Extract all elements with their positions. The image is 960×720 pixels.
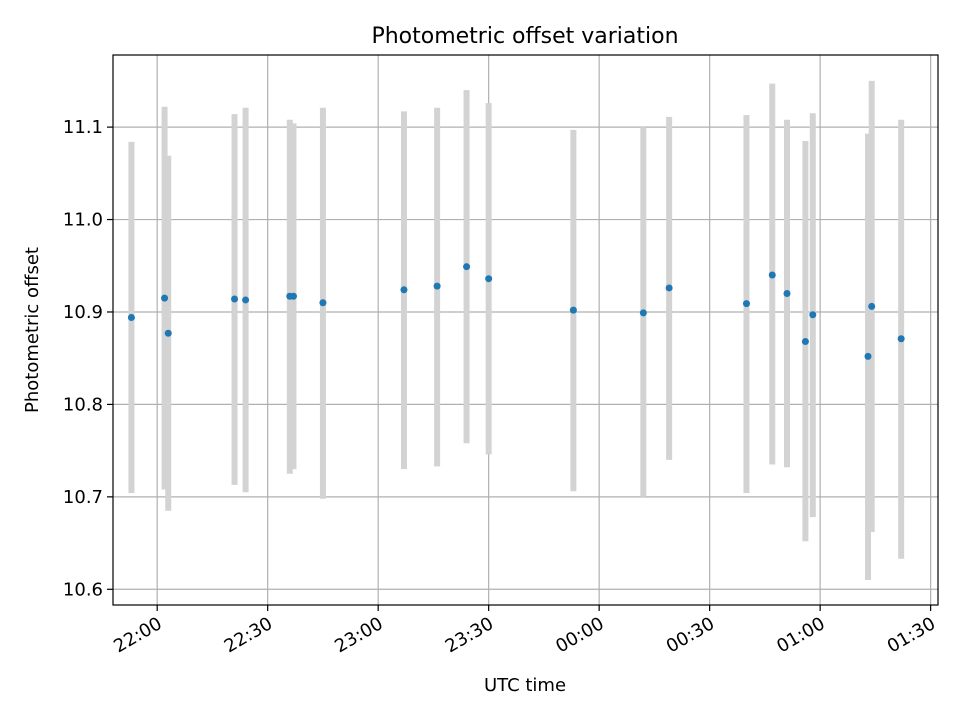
x-tick-label: 00:30 [663,613,718,657]
y-axis-label: Photometric offset [22,247,43,413]
x-tick-label: 01:30 [884,613,939,657]
data-point [242,296,250,304]
data-point [400,286,408,294]
data-point [127,314,135,322]
data-point [231,295,239,303]
data-point [868,302,876,310]
x-axis: 22:00 22:30 23:00 23:30 00:00 00:30 01:00 01:30 [110,605,939,657]
plot-area [113,55,938,605]
y-tick-label: 10.6 [63,579,103,600]
plot-frame [112,54,939,606]
data-point [319,299,327,307]
x-axis-label: UTC time [484,675,566,696]
y-tick-label: 11.1 [63,117,103,138]
chart-title: Photometric offset variation [371,24,678,49]
data-point [485,275,493,283]
data-point [161,294,169,302]
data-point [569,306,577,314]
data-point [783,289,791,297]
data-points [127,263,905,360]
data-point [289,292,297,300]
y-axis: 10.6 10.7 10.8 10.9 11.0 11.1 [63,117,113,600]
data-point [164,329,172,337]
data-point [864,352,872,360]
data-point [433,282,441,290]
data-point [768,271,776,279]
data-point [809,311,817,319]
x-tick-label: 22:30 [221,613,276,657]
data-point [665,284,673,292]
grid [113,55,938,605]
data-point [742,300,750,308]
x-tick-label: 00:00 [552,613,607,657]
x-tick-label: 23:00 [331,613,386,657]
x-tick-label: 01:00 [773,613,828,657]
data-point [897,335,905,343]
data-point [463,263,471,271]
y-tick-label: 11.0 [63,210,103,231]
data-point [801,338,809,346]
x-tick-label: 22:00 [110,613,165,657]
data-point [639,309,647,317]
x-tick-label: 23:30 [442,613,497,657]
y-tick-label: 10.9 [63,302,103,323]
y-tick-label: 10.8 [63,394,103,415]
y-tick-label: 10.7 [63,487,103,508]
